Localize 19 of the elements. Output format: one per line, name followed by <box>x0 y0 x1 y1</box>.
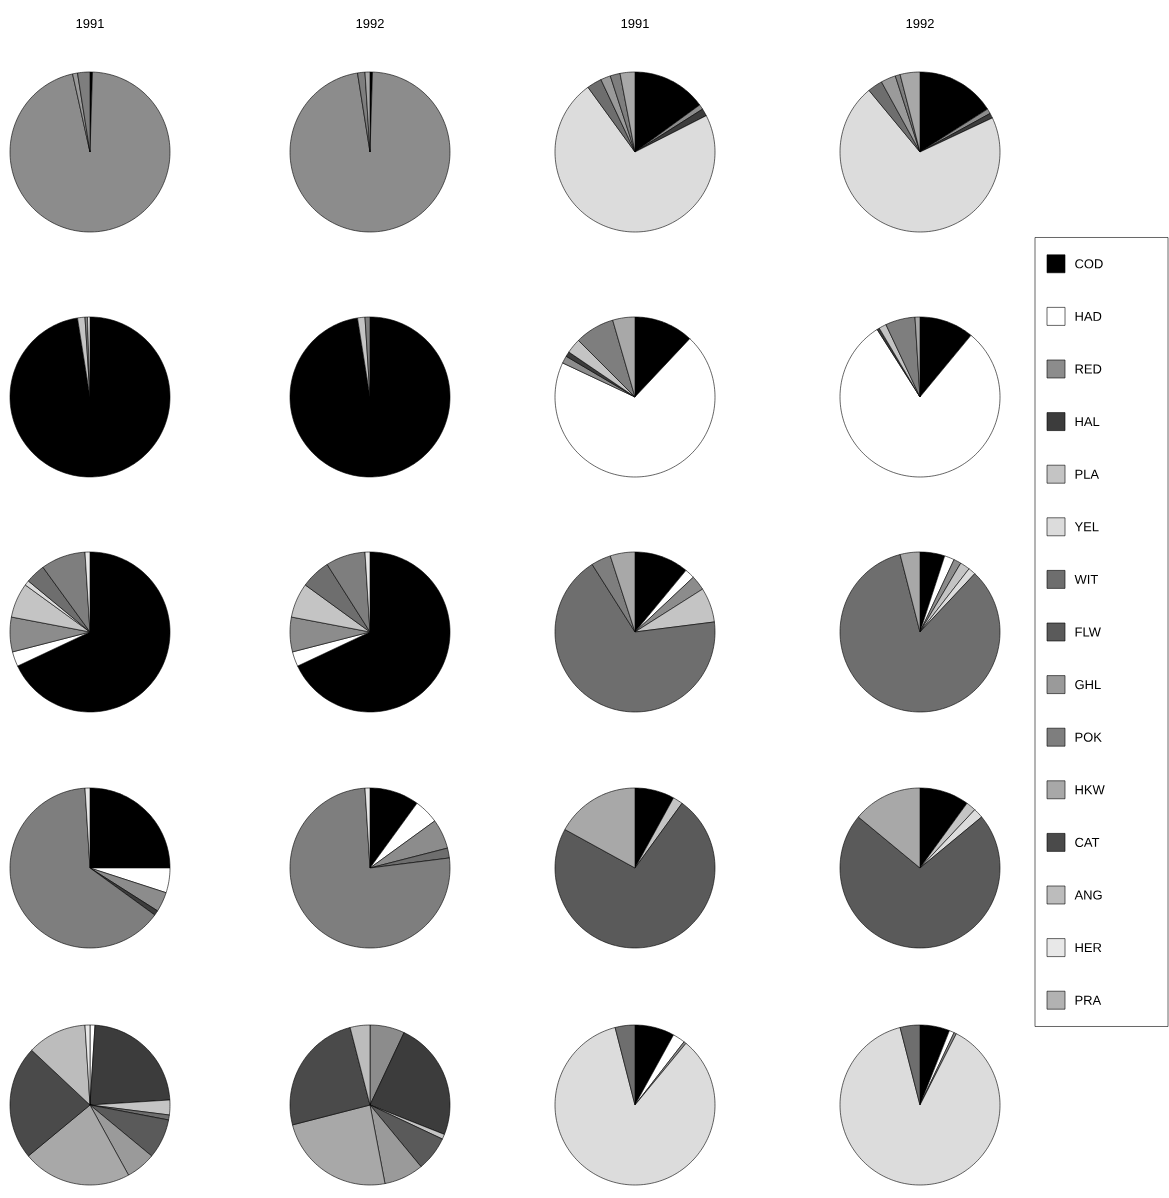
legend-label: PLA <box>1075 469 1099 479</box>
legend-label: FLW <box>1075 627 1101 637</box>
legend-label: RED <box>1075 364 1102 374</box>
legend-label: HAL <box>1075 417 1100 427</box>
legend-label: HKW <box>1075 785 1105 795</box>
legend-label: WIT <box>1074 574 1098 584</box>
legend-label: POK <box>1075 732 1102 742</box>
chart-title: 1991 <box>621 18 649 29</box>
legend-label: HER <box>1075 943 1102 953</box>
legend-label: YEL <box>1074 522 1099 532</box>
chart-title: 1992 <box>906 18 934 29</box>
legend-label: COD <box>1075 259 1103 269</box>
legend-label: ANG <box>1074 890 1102 900</box>
legend-label: HAD <box>1075 311 1102 321</box>
legend-label: CAT <box>1075 837 1100 847</box>
legend-label: PRA <box>1075 995 1102 1005</box>
chart-title: 1991 <box>76 18 104 29</box>
legend-label: GHL <box>1075 680 1101 690</box>
chart-title: 1992 <box>356 18 384 29</box>
